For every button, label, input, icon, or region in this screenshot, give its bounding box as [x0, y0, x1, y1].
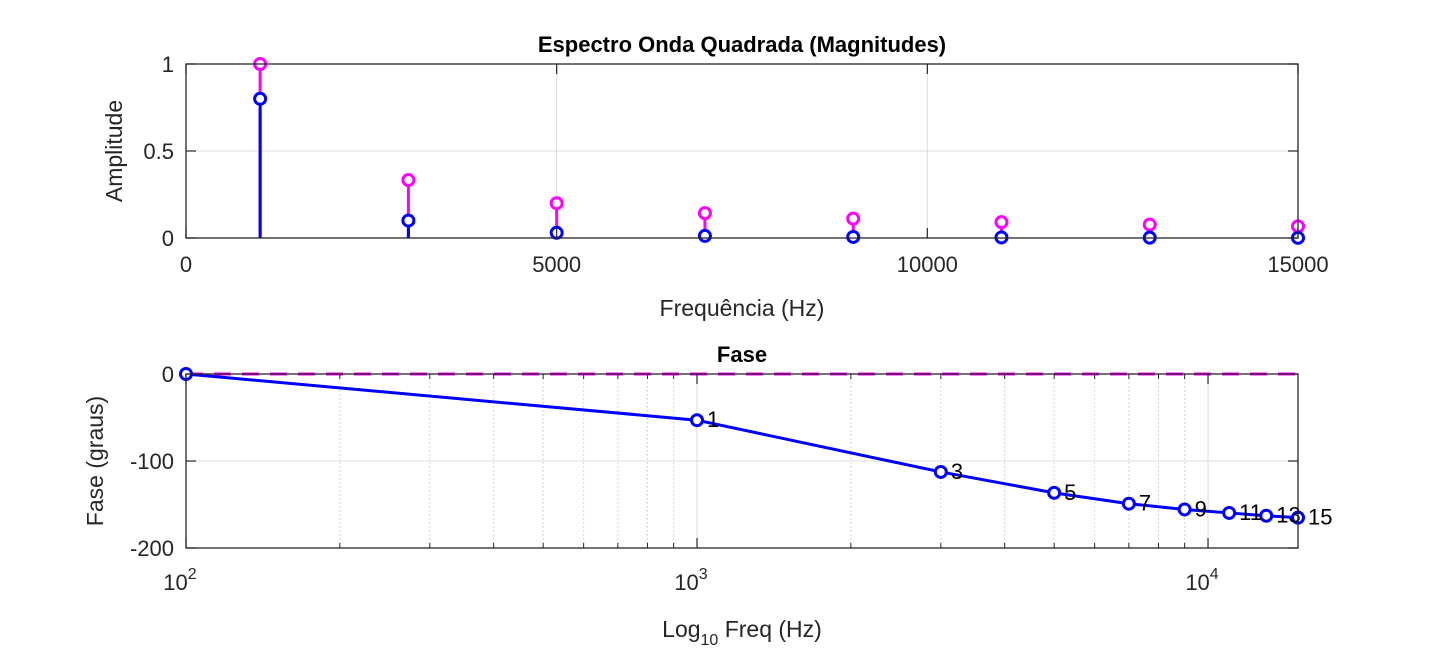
stem-marker	[549, 196, 564, 211]
phase-xlabel-rest: Freq (Hz)	[718, 616, 822, 642]
x-tick-label-base: 10	[1185, 570, 1209, 595]
x-tick-label-base: 10	[163, 570, 187, 595]
y-tick-label: 0.5	[143, 139, 174, 164]
x-tick-label: 10000	[897, 252, 958, 277]
magnitude-ylabel: Amplitude	[101, 100, 127, 202]
harmonic-label: 13	[1276, 503, 1300, 528]
stem-marker	[401, 213, 416, 228]
phase-marker	[1121, 496, 1136, 511]
y-tick-label: 1	[162, 52, 174, 77]
phase-marker	[933, 464, 948, 479]
phase-marker	[1047, 485, 1062, 500]
stem-marker	[846, 229, 861, 244]
phase-title: Fase	[717, 342, 767, 367]
stem-marker	[253, 91, 268, 106]
y-tick-label: 0	[162, 362, 174, 387]
x-tick-label: 104	[1185, 566, 1218, 595]
harmonic-label: 3	[951, 459, 963, 484]
phase-ylabel: Fase (graus)	[82, 396, 108, 526]
harmonic-label: 5	[1064, 480, 1076, 505]
harmonic-label: 15	[1308, 505, 1332, 530]
phase-marker	[1222, 505, 1237, 520]
y-tick-label: -100	[130, 449, 174, 474]
stem-marker	[697, 228, 712, 243]
phase-chart: 135 7 9 11 13 15 102 103 104-200-1000 Fase Log1…	[82, 342, 1332, 649]
stem-marker	[994, 215, 1009, 230]
phase-xlabel-main: Log	[662, 616, 700, 642]
x-tick-label: 5000	[532, 252, 581, 277]
stem-marker	[846, 211, 861, 226]
x-tick-label: 102	[163, 566, 196, 595]
stem-marker	[1142, 217, 1157, 232]
phase-xlabel: Log10 Freq (Hz)	[662, 616, 822, 649]
magnitude-chart: 0 5000 10000 15000 0 0.5 1 Espectro Onda Quadr…	[101, 32, 1329, 321]
x-tick-label-base: 10	[674, 570, 698, 595]
phase-marker	[1177, 502, 1192, 517]
harmonic-label: 7	[1139, 491, 1151, 516]
x-tick-label-exp: 2	[188, 566, 197, 583]
phase-marker	[1259, 508, 1274, 523]
harmonic-label: 11	[1239, 500, 1262, 525]
stem-marker	[697, 206, 712, 221]
magnitude-xlabel: Frequência (Hz)	[660, 295, 825, 321]
y-tick-label: 0	[162, 226, 174, 251]
x-tick-label-exp: 3	[699, 566, 708, 583]
x-tick-label: 103	[674, 566, 707, 595]
magnitude-title: Espectro Onda Quadrada (Magnitudes)	[538, 32, 946, 57]
phase-marker	[690, 413, 705, 428]
harmonic-label: 1	[707, 407, 719, 432]
x-tick-label-exp: 4	[1210, 566, 1219, 583]
x-tick-label: 0	[180, 252, 192, 277]
phase-xlabel-sub: 10	[701, 632, 719, 649]
x-tick-label: 15000	[1267, 252, 1328, 277]
stem-marker	[401, 173, 416, 188]
y-tick-label: -200	[130, 536, 174, 561]
harmonic-label: 9	[1195, 496, 1207, 521]
